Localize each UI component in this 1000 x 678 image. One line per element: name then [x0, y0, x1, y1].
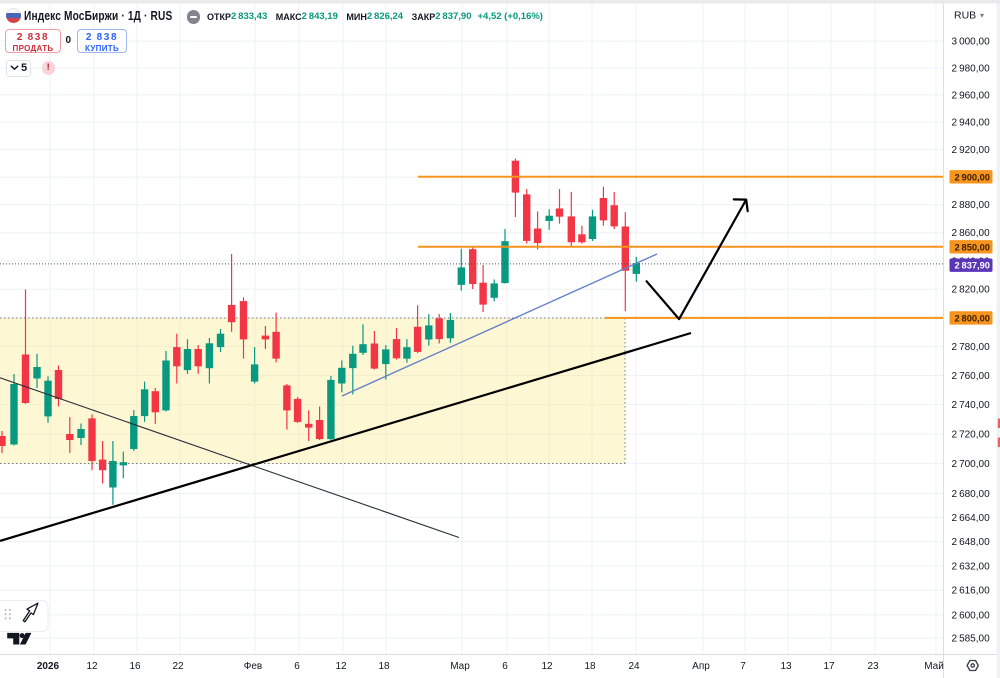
svg-text:12: 12 [335, 661, 347, 672]
svg-text:18: 18 [378, 661, 390, 672]
svg-text:3 000,00: 3 000,00 [952, 37, 991, 48]
svg-text:6: 6 [502, 661, 508, 672]
svg-text:2 680,00: 2 680,00 [952, 489, 991, 500]
svg-text:2 980,00: 2 980,00 [952, 63, 991, 74]
svg-text:2 837,90: 2 837,90 [955, 261, 990, 271]
svg-text:Мар: Мар [450, 661, 470, 672]
svg-text:12: 12 [86, 661, 98, 672]
svg-text:7: 7 [740, 661, 746, 672]
svg-text:2 900,00: 2 900,00 [955, 172, 990, 182]
svg-text:17: 17 [823, 661, 835, 672]
svg-text:2026: 2026 [37, 661, 60, 672]
svg-text:18: 18 [584, 661, 596, 672]
svg-text:2 800,00: 2 800,00 [955, 313, 990, 323]
svg-text:2 860,00: 2 860,00 [952, 228, 991, 239]
svg-text:22: 22 [172, 661, 184, 672]
svg-text:2 760,00: 2 760,00 [952, 371, 991, 382]
svg-text:2 780,00: 2 780,00 [952, 342, 991, 353]
svg-text:2 850,00: 2 850,00 [955, 242, 990, 252]
svg-text:2 960,00: 2 960,00 [952, 90, 991, 101]
svg-text:6: 6 [294, 661, 300, 672]
svg-text:2 740,00: 2 740,00 [952, 400, 991, 411]
svg-text:2 632,00: 2 632,00 [952, 561, 991, 572]
svg-text:2 664,00: 2 664,00 [952, 513, 991, 524]
svg-text:23: 23 [867, 661, 879, 672]
svg-text:2 880,00: 2 880,00 [952, 200, 991, 211]
svg-text:2 600,00: 2 600,00 [952, 610, 991, 621]
svg-text:2 720,00: 2 720,00 [952, 429, 991, 440]
svg-text:2 616,00: 2 616,00 [952, 586, 991, 597]
svg-text:24: 24 [628, 661, 640, 672]
svg-text:2 820,00: 2 820,00 [952, 285, 991, 296]
svg-text:2 585,00: 2 585,00 [952, 634, 991, 645]
svg-text:RUB: RUB [954, 10, 976, 22]
svg-text:12: 12 [541, 661, 553, 672]
svg-text:2 940,00: 2 940,00 [952, 118, 991, 129]
svg-text:Апр: Апр [692, 661, 710, 672]
svg-text:▾: ▾ [980, 11, 984, 20]
svg-text:2 920,00: 2 920,00 [952, 145, 991, 156]
svg-text:16: 16 [129, 661, 141, 672]
svg-text:2 700,00: 2 700,00 [952, 459, 991, 470]
svg-text:Фев: Фев [244, 661, 262, 672]
svg-text:13: 13 [780, 661, 792, 672]
svg-text:Май: Май [924, 661, 944, 672]
svg-text:2 648,00: 2 648,00 [952, 537, 991, 548]
